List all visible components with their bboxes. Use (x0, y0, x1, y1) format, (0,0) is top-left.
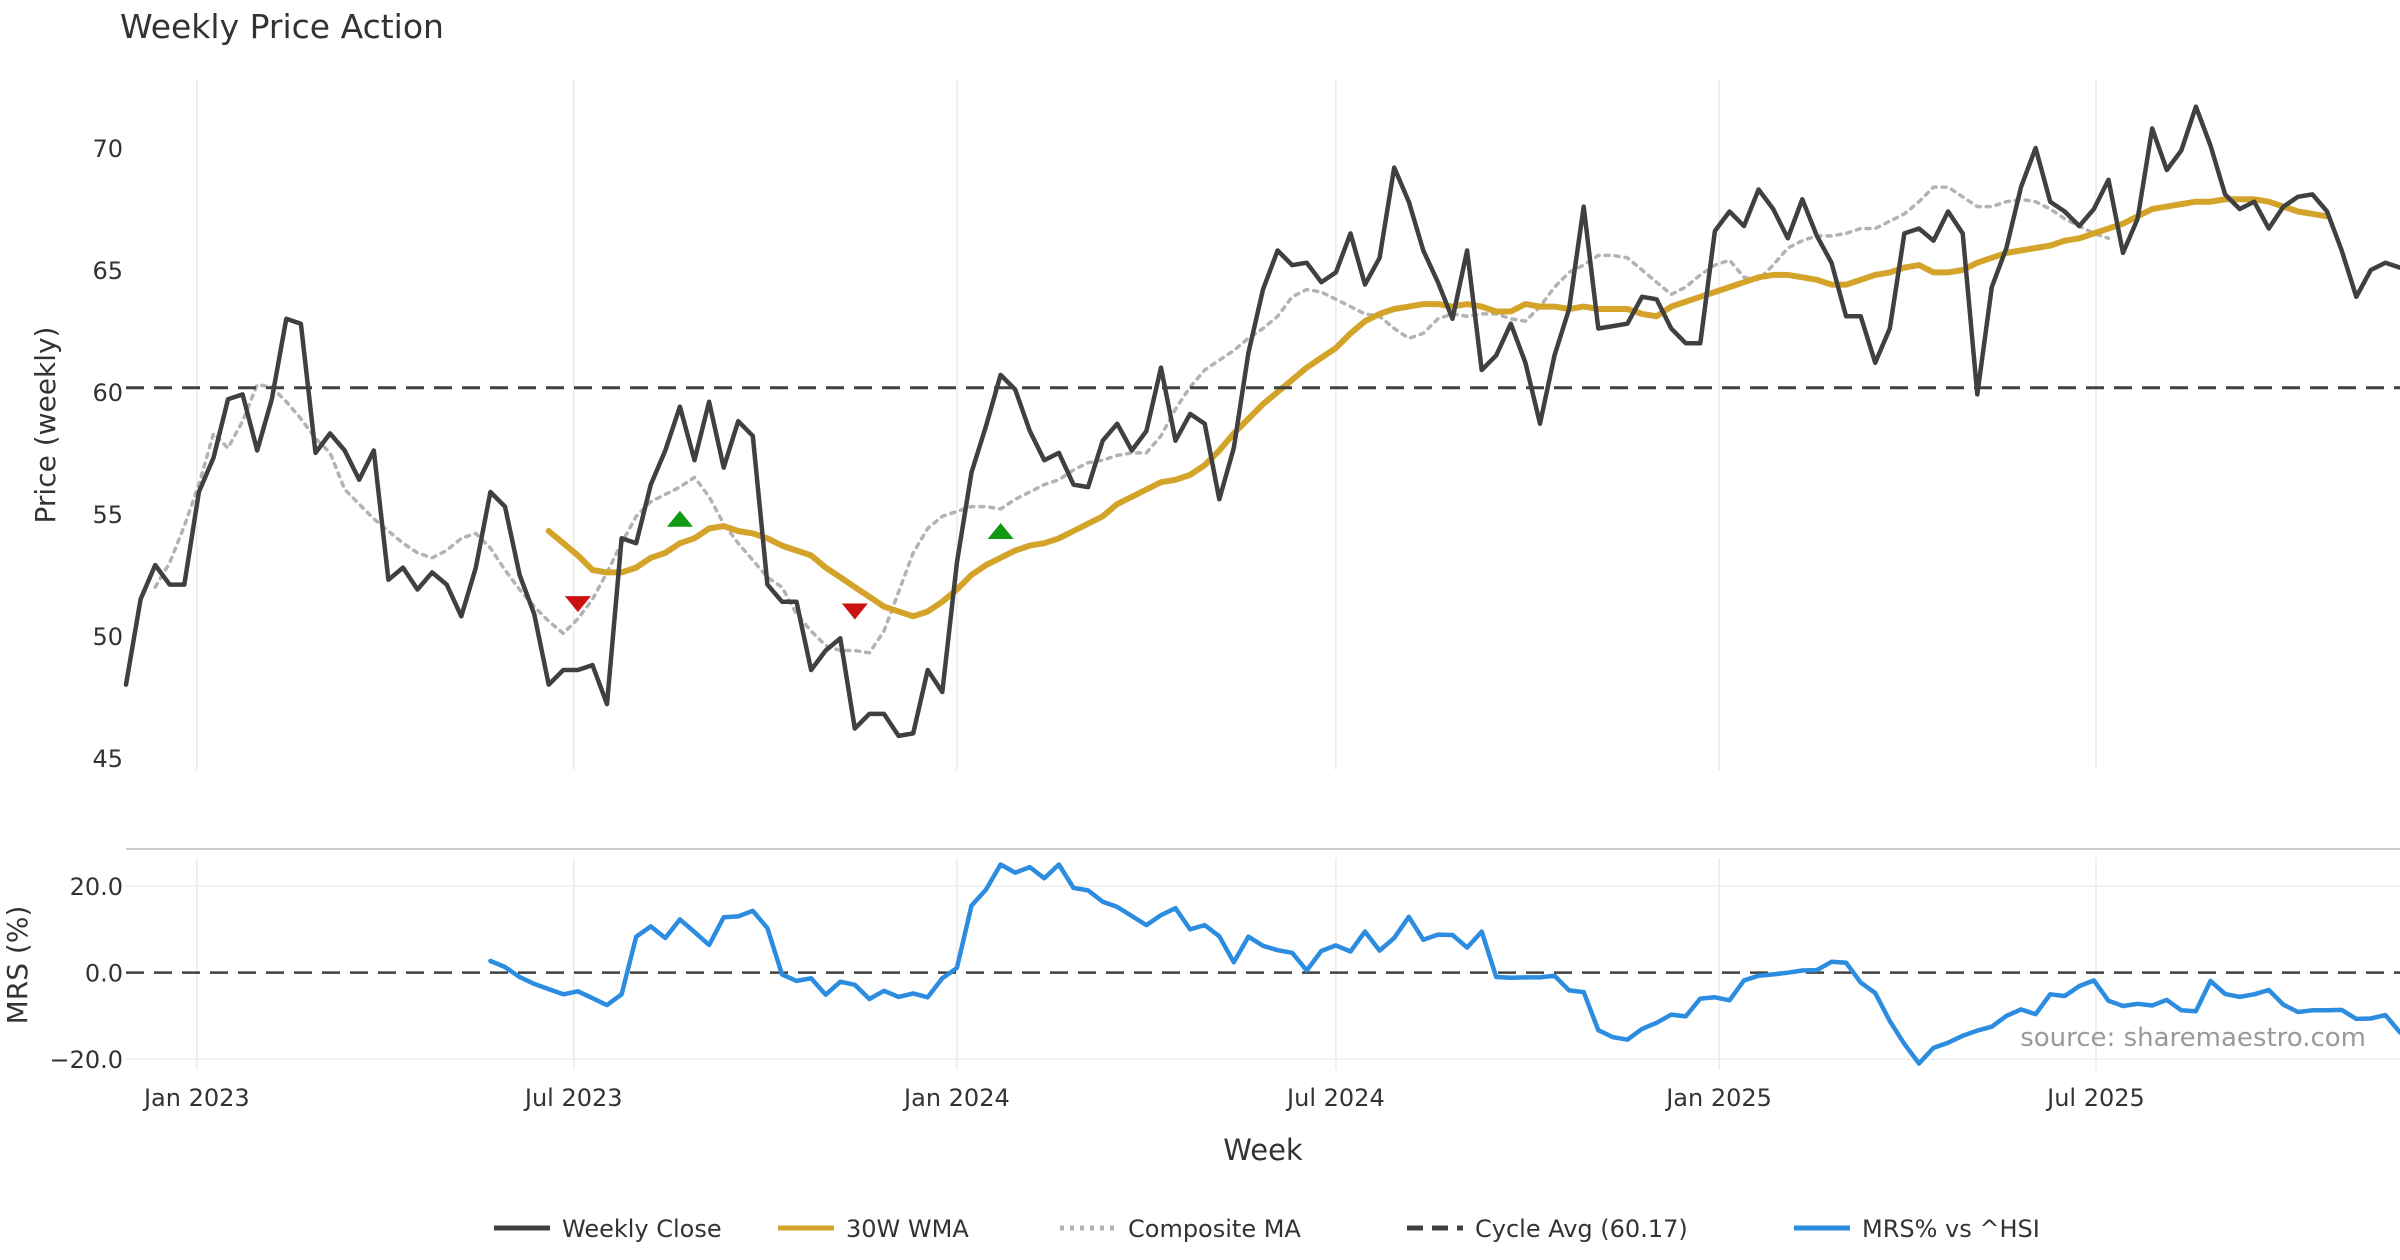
sell-signal-marker (564, 596, 591, 613)
mrs-line (488, 862, 2400, 1066)
buy-signal-marker (987, 522, 1014, 539)
x-tick-label: Jan 2024 (902, 1084, 1010, 1112)
x-tick-label: Jan 2023 (142, 1084, 250, 1112)
legend-item: Weekly Close (494, 1215, 722, 1243)
price-gridlines (196, 80, 2097, 770)
price-y-tick-label: 50 (92, 623, 123, 651)
legend-label: Cycle Avg (60.17) (1475, 1215, 1688, 1243)
legend-label: MRS% vs ^HSI (1862, 1215, 2040, 1243)
price-series (123, 104, 2400, 739)
signal-markers (564, 510, 1014, 620)
legend-label: Weekly Close (562, 1215, 722, 1243)
legend-item: Cycle Avg (60.17) (1407, 1215, 1688, 1243)
price-y-tick-label: 45 (92, 745, 123, 773)
legend-item: MRS% vs ^HSI (1794, 1215, 2040, 1243)
legend-item: Composite MA (1060, 1215, 1301, 1243)
30w-wma-line (545, 196, 2331, 620)
mrs-series (126, 862, 2400, 1066)
chart-title: Weekly Price Action (120, 7, 444, 46)
mrs-gridlines (126, 858, 2400, 1070)
mrs-y-tick-label: −20.0 (49, 1046, 123, 1074)
weekly-close-line (123, 104, 2400, 739)
x-tick-label: Jan 2025 (1664, 1084, 1772, 1112)
price-y-tick-label: 60 (92, 379, 123, 407)
x-tick-label: Jul 2023 (523, 1084, 623, 1112)
source-annotation: source: sharemaestro.com (2020, 1023, 2366, 1053)
legend-item: 30W WMA (778, 1215, 969, 1243)
mrs-y-ticks: 20.0 0.0 −20.0 (49, 873, 123, 1074)
x-axis-label: Week (1223, 1133, 1303, 1167)
x-axis-ticks: Jan 2023 Jul 2023 Jan 2024 Jul 2024 Jan 2025… (142, 1084, 2145, 1112)
legend-label: 30W WMA (846, 1215, 969, 1243)
price-y-tick-label: 70 (92, 135, 123, 163)
mrs-y-tick-label: 20.0 (70, 873, 123, 901)
mrs-y-tick-label: 0.0 (85, 960, 123, 988)
x-tick-label: Jul 2024 (1285, 1084, 1385, 1112)
chart-legend: Weekly Close 30W WMA Composite MA Cycle Avg… (494, 1215, 2040, 1243)
price-y-tick-label: 65 (92, 257, 123, 285)
legend-label: Composite MA (1128, 1215, 1301, 1243)
x-tick-label: Jul 2025 (2045, 1084, 2145, 1112)
sell-signal-marker (841, 603, 868, 620)
composite-ma-line (153, 185, 2111, 655)
price-y-axis-label: Price (weekly) (29, 327, 62, 524)
price-y-tick-label: 55 (92, 501, 123, 529)
buy-signal-marker (666, 510, 693, 527)
price-y-ticks: 45 50 55 60 65 70 (92, 135, 123, 773)
mrs-y-axis-label: MRS (%) (1, 906, 34, 1025)
